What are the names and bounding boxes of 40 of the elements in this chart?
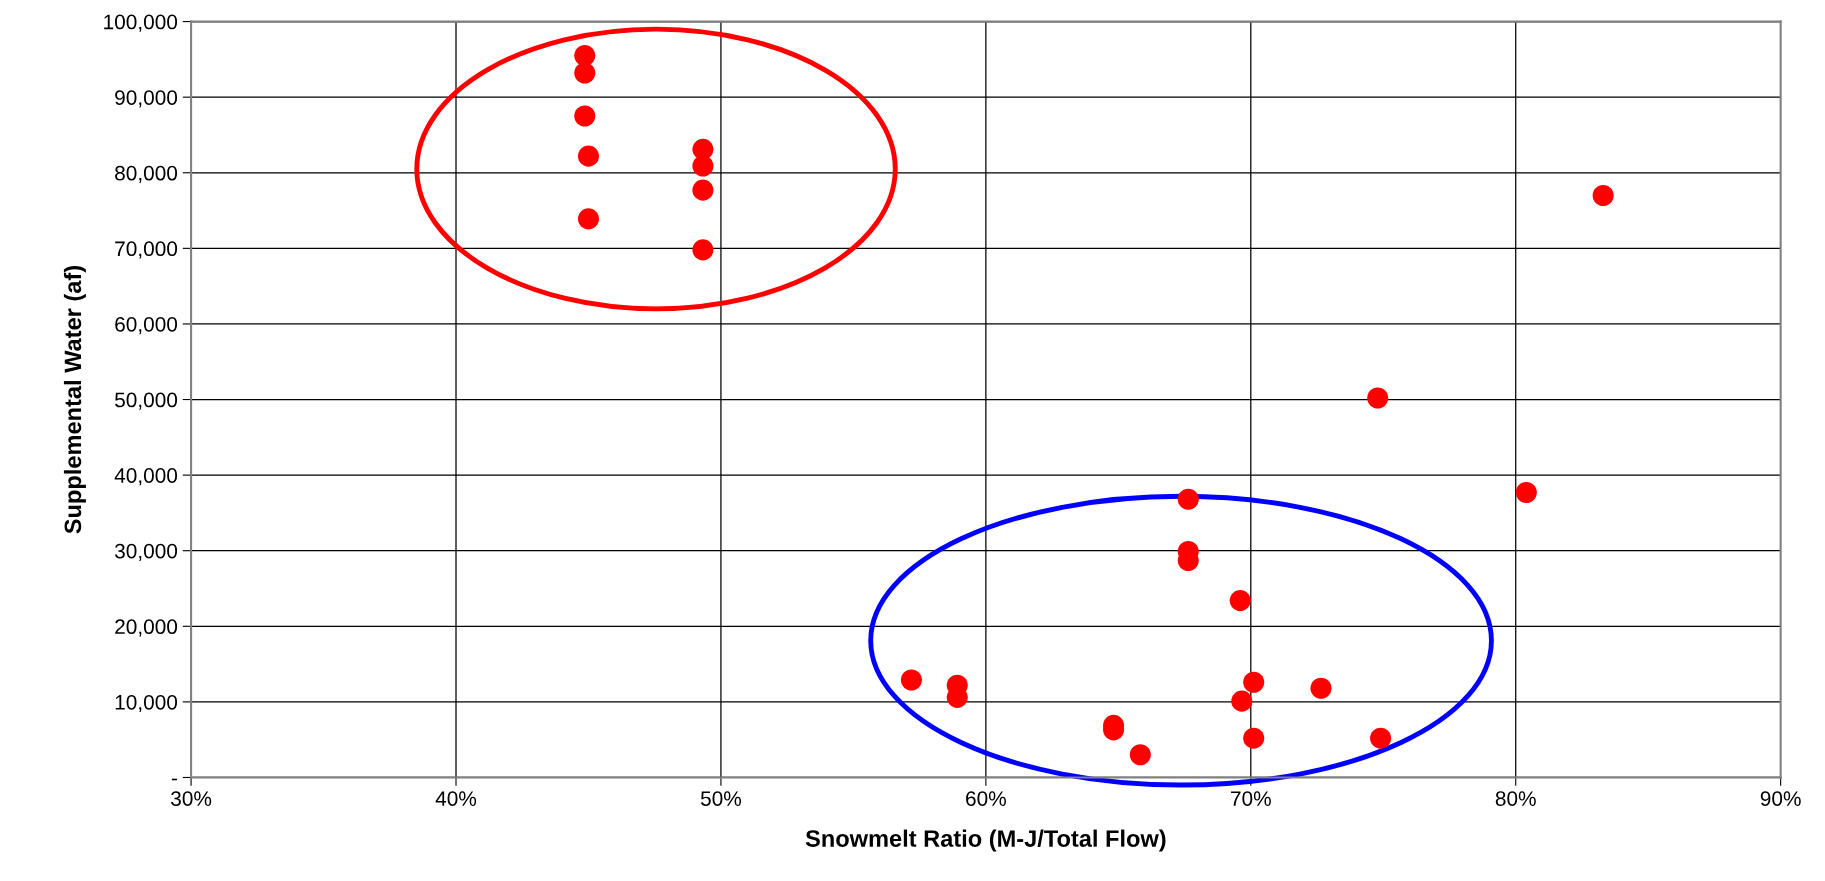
point [692,155,714,177]
point [1370,727,1392,749]
y-tick-label: 90,000 [115,90,178,108]
y-tick-label: 80,000 [115,165,178,183]
point [1129,744,1151,766]
point [1231,690,1253,712]
y-tick-label: - [171,778,177,781]
y-tick-label: 100,000 [104,14,178,32]
point [1229,590,1251,612]
y-tick-label: 40,000 [114,468,178,486]
y-tick-label: 50,000 [115,392,178,410]
point [577,145,599,167]
point [1310,677,1332,699]
x-tick-label: 70% [1231,791,1271,806]
point [692,239,714,261]
point [574,45,596,67]
x-tick-label: 30% [171,791,212,806]
point [574,105,596,127]
y-tick-label: 20,000 [115,619,178,637]
x-tick-label: 50% [700,791,742,806]
x-tick-label: 90% [1760,791,1801,806]
point [1177,488,1199,510]
y-tick-label: 30,000 [114,543,178,561]
point [1515,481,1537,504]
y-tick-label: 60,000 [115,316,178,335]
point [577,208,599,230]
x-tick-label: 40% [435,791,477,806]
point [1367,387,1389,409]
y-axis-title: Supplemental Water (af) [63,266,86,534]
y-tick-label: 70,000 [115,241,178,259]
point [1592,184,1614,206]
x-tick-label: 60% [966,791,1006,806]
point [1243,727,1265,749]
x-tick-label: 80% [1495,791,1536,806]
x-axis-title: Snowmelt Ratio (M-J/Total Flow) [805,829,1166,852]
point [692,179,714,201]
point [574,62,596,84]
point [900,669,922,691]
point [1243,671,1265,693]
y-tick-label: 10,000 [115,694,178,713]
